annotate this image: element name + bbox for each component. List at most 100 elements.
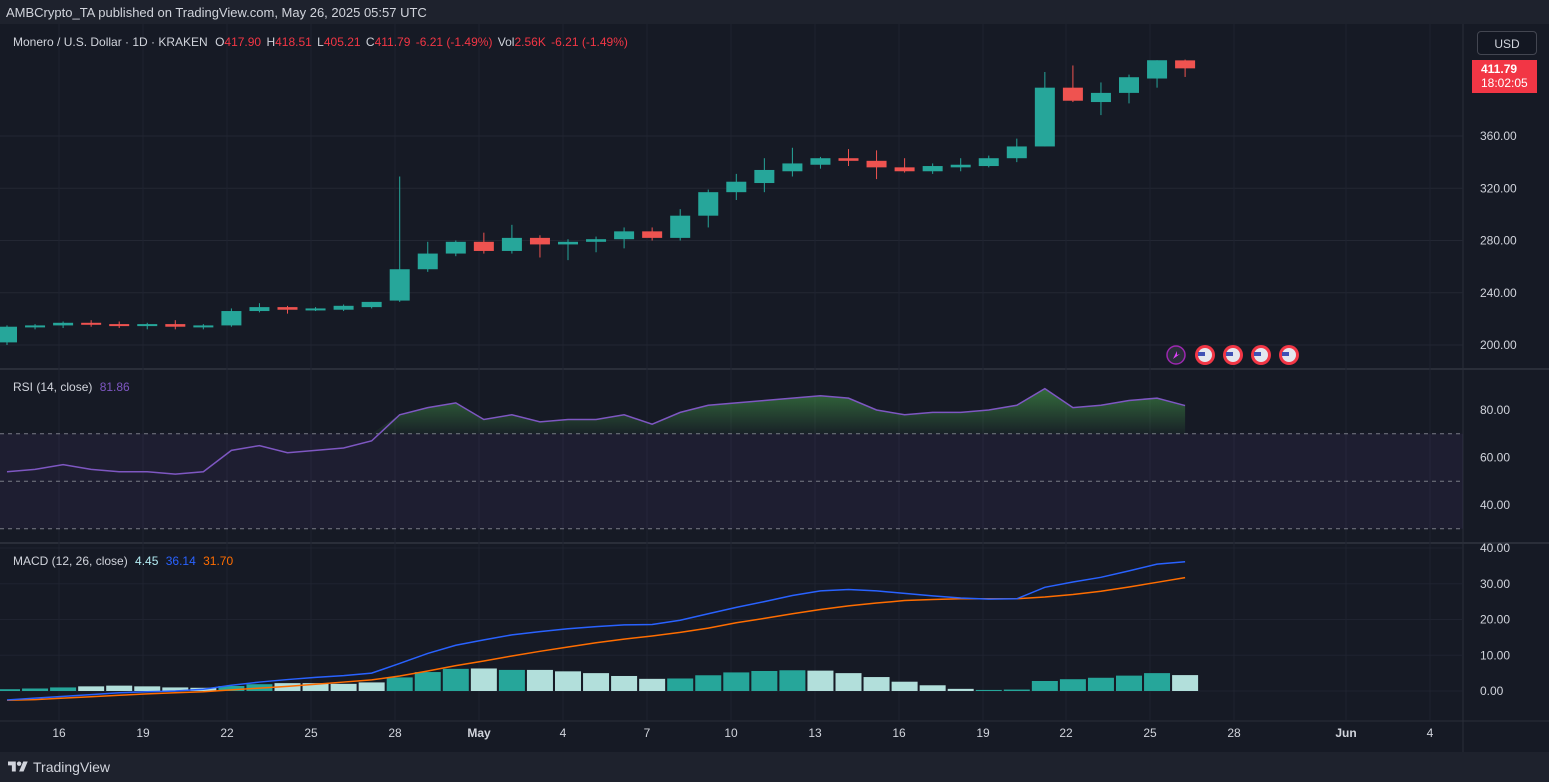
macd-histogram-bar[interactable] bbox=[414, 672, 441, 691]
low-label: L bbox=[317, 35, 324, 49]
macd-histogram-bar[interactable] bbox=[639, 678, 666, 691]
candle-body[interactable] bbox=[81, 322, 102, 325]
macd-histogram-bar[interactable] bbox=[611, 675, 638, 691]
macd-histogram-bar[interactable] bbox=[218, 685, 245, 691]
rsi-axis-label: 80.00 bbox=[1480, 403, 1510, 417]
macd-histogram-bar[interactable] bbox=[835, 673, 862, 691]
candle-body[interactable] bbox=[1175, 60, 1196, 69]
chart-canvas[interactable]: 200.00240.00280.00320.00360.0040.0060.00… bbox=[0, 24, 1549, 752]
candle-body[interactable] bbox=[698, 192, 719, 216]
rsi-axis-label: 40.00 bbox=[1480, 498, 1510, 512]
candle-body[interactable] bbox=[417, 253, 438, 270]
macd-histogram-bar[interactable] bbox=[807, 670, 834, 691]
macd-histogram-bar[interactable] bbox=[22, 688, 49, 691]
time-axis-label: 4 bbox=[560, 726, 567, 740]
candle-body[interactable] bbox=[221, 311, 242, 326]
candle-body[interactable] bbox=[894, 167, 915, 172]
macd-histogram-bar[interactable] bbox=[723, 672, 750, 691]
candle-body[interactable] bbox=[473, 241, 494, 251]
candle-body[interactable] bbox=[586, 239, 607, 242]
candle-body[interactable] bbox=[305, 308, 326, 311]
macd-histogram-bar[interactable] bbox=[919, 685, 946, 691]
macd-histogram-bar[interactable] bbox=[695, 675, 722, 691]
candle-body[interactable] bbox=[754, 169, 775, 184]
macd-histogram-bar[interactable] bbox=[751, 670, 778, 691]
macd-histogram-bar[interactable] bbox=[498, 669, 525, 691]
macd-histogram-bar[interactable] bbox=[1144, 673, 1171, 691]
candle-body[interactable] bbox=[25, 325, 46, 328]
macd-label[interactable]: MACD (12, 26, close) bbox=[13, 554, 128, 568]
macd-line[interactable] bbox=[6, 561, 1186, 701]
candle-body[interactable] bbox=[361, 301, 382, 308]
candle-body[interactable] bbox=[0, 326, 17, 343]
candle-body[interactable] bbox=[1062, 87, 1083, 101]
candle-body[interactable] bbox=[53, 322, 74, 326]
macd-histogram-bar[interactable] bbox=[555, 671, 581, 691]
macd-histogram-bar[interactable] bbox=[779, 670, 806, 691]
macd-histogram-bar[interactable] bbox=[470, 668, 497, 691]
macd-histogram-bar[interactable] bbox=[0, 689, 20, 691]
macd-histogram-bar[interactable] bbox=[891, 681, 918, 691]
candle-body[interactable] bbox=[642, 231, 663, 238]
candle-body[interactable] bbox=[529, 237, 550, 245]
candle-body[interactable] bbox=[193, 325, 214, 328]
candle-body[interactable] bbox=[501, 237, 522, 251]
currency-button[interactable]: USD bbox=[1477, 31, 1537, 55]
candle-body[interactable] bbox=[726, 181, 747, 193]
bar-countdown: 18:02:05 bbox=[1481, 76, 1528, 90]
macd-histogram-bar[interactable] bbox=[386, 677, 413, 691]
candle-body[interactable] bbox=[614, 231, 635, 240]
macd-histogram-bar[interactable] bbox=[358, 682, 385, 691]
macd-histogram-bar[interactable] bbox=[1031, 680, 1058, 691]
macd-histogram-bar[interactable] bbox=[1172, 675, 1199, 691]
candle-body[interactable] bbox=[838, 158, 859, 161]
candle-body[interactable] bbox=[277, 307, 298, 310]
macd-histogram-bar[interactable] bbox=[162, 687, 189, 691]
low-value: 405.21 bbox=[323, 35, 361, 49]
rsi-line[interactable] bbox=[6, 387, 1186, 475]
candle-body[interactable] bbox=[558, 241, 578, 245]
candle-body[interactable] bbox=[109, 324, 130, 327]
macd-histogram-bar[interactable] bbox=[1059, 679, 1086, 691]
candle-body[interactable] bbox=[445, 241, 466, 254]
macd-histogram-bar[interactable] bbox=[78, 686, 105, 691]
candle-body[interactable] bbox=[782, 163, 803, 172]
macd-histogram-bar[interactable] bbox=[583, 673, 610, 691]
macd-histogram-bar[interactable] bbox=[302, 683, 329, 691]
macd-histogram-bar[interactable] bbox=[526, 669, 553, 691]
rsi-label[interactable]: RSI (14, close) bbox=[13, 380, 93, 394]
candle-body[interactable] bbox=[333, 305, 354, 310]
candle-body[interactable] bbox=[922, 166, 943, 172]
candle-body[interactable] bbox=[1006, 146, 1027, 159]
candle-body[interactable] bbox=[165, 324, 186, 327]
candle-body[interactable] bbox=[249, 307, 270, 312]
macd-axis-label: 30.00 bbox=[1480, 577, 1510, 591]
candle-body[interactable] bbox=[866, 160, 887, 168]
candle-body[interactable] bbox=[950, 164, 971, 168]
macd-histogram-bar[interactable] bbox=[1003, 689, 1030, 691]
candle-body[interactable] bbox=[670, 215, 691, 238]
candle-body[interactable] bbox=[978, 158, 999, 167]
symbol-label[interactable]: Monero / U.S. Dollar · 1D · KRAKEN bbox=[13, 35, 208, 49]
volume-value: 2.56K bbox=[514, 35, 546, 49]
macd-histogram-bar[interactable] bbox=[1087, 677, 1114, 691]
macd-histogram-bar[interactable] bbox=[863, 677, 890, 691]
chart-frame[interactable] bbox=[0, 24, 1549, 752]
candle-body[interactable] bbox=[1034, 87, 1055, 147]
candle-body[interactable] bbox=[1090, 92, 1111, 103]
macd-histogram-bar[interactable] bbox=[442, 668, 469, 691]
candle-body[interactable] bbox=[137, 324, 158, 327]
macd-histogram-bar[interactable] bbox=[106, 685, 133, 691]
macd-histogram-bar[interactable] bbox=[330, 683, 357, 691]
macd-histogram-bar[interactable] bbox=[134, 686, 161, 691]
macd-histogram-bar[interactable] bbox=[667, 678, 694, 691]
macd-histogram-bar[interactable] bbox=[975, 689, 1002, 691]
macd-histogram-bar[interactable] bbox=[1116, 675, 1142, 691]
candle-body[interactable] bbox=[1147, 60, 1168, 79]
candle-body[interactable] bbox=[389, 269, 410, 301]
tradingview-logo[interactable]: TradingView bbox=[8, 759, 110, 775]
macd-histogram-bar[interactable] bbox=[50, 687, 77, 691]
candle-body[interactable] bbox=[810, 158, 831, 165]
macd-histogram-bar[interactable] bbox=[947, 688, 974, 691]
candle-body[interactable] bbox=[1119, 77, 1139, 93]
